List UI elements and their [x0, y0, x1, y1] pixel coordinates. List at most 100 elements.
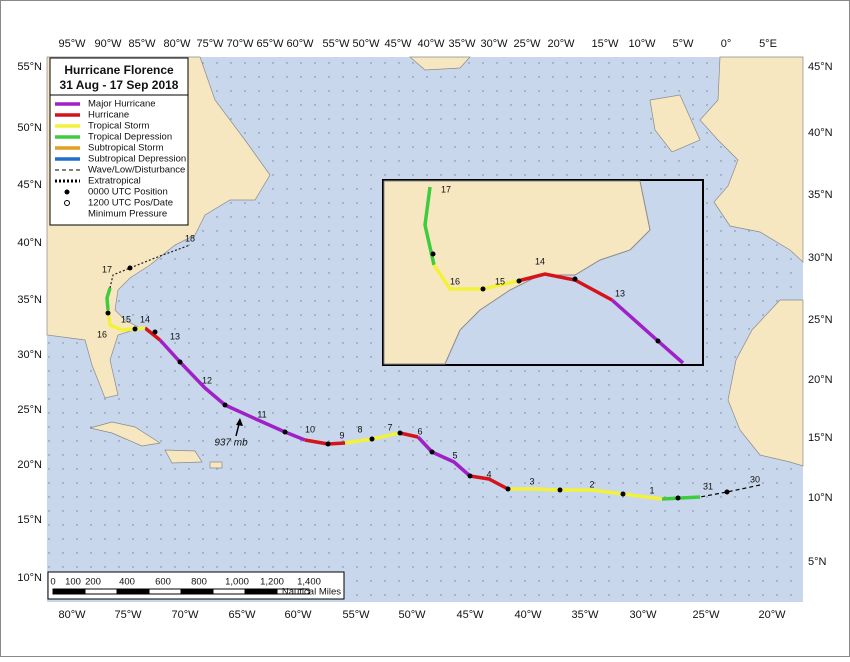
lon-label-top: 20°W [547, 38, 575, 50]
legend-label: Hurricane [88, 110, 129, 121]
date-label: 10 [305, 424, 315, 434]
lat-label-left: 55°N [17, 61, 42, 73]
scale-tick: 0 [50, 577, 55, 588]
lon-label-bottom: 60°W [284, 609, 312, 621]
date-label: 31 [703, 481, 713, 491]
lat-label-right: 5°N [808, 556, 827, 568]
legend-label: Extratropical [88, 176, 141, 187]
lon-label-bottom: 55°W [342, 609, 370, 621]
lon-label-top: 25°W [513, 38, 541, 50]
lon-label-top: 90°W [94, 38, 122, 50]
lon-label-top: 45°W [384, 38, 412, 50]
scale-segment [180, 588, 214, 595]
inset-date-label: 13 [615, 288, 625, 298]
scale-tick: 1,000 [225, 577, 249, 588]
lat-label-left: 20°N [17, 459, 42, 471]
europe [699, 56, 804, 263]
subtitle: 31 Aug - 17 Sep 2018 [60, 78, 179, 92]
legend-label: 1200 UTC Pos/Date [88, 198, 173, 209]
lon-label-top: 5°E [759, 38, 777, 50]
date-label: 11 [257, 409, 266, 419]
lon-label-top: 65°W [256, 38, 284, 50]
lon-label-top: 55°W [322, 38, 350, 50]
lon-label-top: 85°W [128, 38, 156, 50]
legend-label: Tropical Storm [88, 121, 149, 132]
date-label: 17 [102, 264, 112, 274]
lat-label-right: 20°N [808, 374, 833, 386]
scale-segment [244, 588, 278, 595]
date-label: 9 [339, 430, 344, 440]
date-label: 7 [387, 422, 392, 432]
track-storm [508, 487, 663, 501]
lat-label-left: 35°N [17, 294, 42, 306]
legend-label: Major Hurricane [88, 99, 156, 110]
lon-label-top: 10°W [628, 38, 656, 50]
scale-tick: 1,200 [260, 577, 284, 588]
lon-label-top: 70°W [226, 38, 254, 50]
lat-label-right: 40°N [808, 127, 833, 139]
date-label: 1 [649, 485, 654, 495]
scale-segment [52, 588, 86, 595]
track-wave [699, 484, 761, 498]
greenland [409, 56, 471, 71]
date-label: 6 [417, 426, 422, 436]
inset-date-label: 16 [450, 276, 460, 286]
scale-tick: 400 [119, 577, 135, 588]
date-label: 5 [452, 450, 457, 460]
legend-label: Tropical Depression [88, 132, 172, 143]
lat-label-right: 15°N [808, 432, 833, 444]
lon-label-bottom: 20°W [758, 609, 786, 621]
scale-segment [212, 588, 246, 595]
british-isles [649, 94, 701, 153]
inset-date-label: 17 [441, 184, 451, 194]
scale-segment [116, 588, 150, 595]
inset-date-label: 14 [535, 256, 545, 266]
lon-label-top: 15°W [591, 38, 619, 50]
date-label: 15 [121, 314, 131, 324]
title: Hurricane Florence [64, 63, 174, 77]
lon-label-top: 95°W [58, 38, 86, 50]
hispaniola [164, 449, 203, 464]
lat-label-left: 15°N [17, 514, 42, 526]
date-label: 2 [589, 479, 594, 489]
lon-label-top: 75°W [196, 38, 224, 50]
scale-tick: 100 [65, 577, 81, 588]
date-label: 4 [486, 469, 491, 479]
lat-label-left: 40°N [17, 237, 42, 249]
lon-label-top: 5°W [673, 38, 695, 50]
legend-swatch [64, 200, 70, 206]
scale-tick: 800 [191, 577, 207, 588]
track-hurricane [399, 431, 419, 439]
track-depression [661, 495, 701, 501]
lon-label-top: 50°W [352, 38, 380, 50]
africa [727, 299, 804, 467]
lon-label-top: 0° [721, 38, 732, 50]
scale-segment [276, 588, 310, 595]
date-label: 13 [170, 331, 180, 341]
legend-label: Subtropical Depression [88, 154, 186, 165]
lat-label-right: 30°N [808, 252, 833, 264]
lon-label-bottom: 45°W [456, 609, 484, 621]
arrow-head [236, 418, 243, 426]
track-hurricane [143, 326, 162, 342]
track-major [416, 435, 472, 478]
track-extratropical [109, 244, 191, 289]
lon-label-bottom: 70°W [171, 609, 199, 621]
legend-label: 0000 UTC Position [88, 187, 168, 198]
lon-label-bottom: 35°W [571, 609, 599, 621]
lon-label-top: 80°W [163, 38, 191, 50]
legend-label: Minimum Pressure [88, 209, 167, 220]
lat-label-right: 35°N [808, 189, 833, 201]
lat-label-left: 50°N [17, 122, 42, 134]
lon-label-top: 40°W [417, 38, 445, 50]
scale-tick: 1,400 [297, 577, 321, 588]
date-label: 30 [750, 474, 760, 484]
date-label: 14 [140, 314, 150, 324]
lon-label-bottom: 25°W [692, 609, 720, 621]
lat-label-left: 10°N [17, 572, 42, 584]
lon-label-bottom: 75°W [114, 609, 142, 621]
inset-positions [430, 251, 661, 344]
date-label: 3 [529, 476, 534, 486]
lon-label-top: 35°W [448, 38, 476, 50]
